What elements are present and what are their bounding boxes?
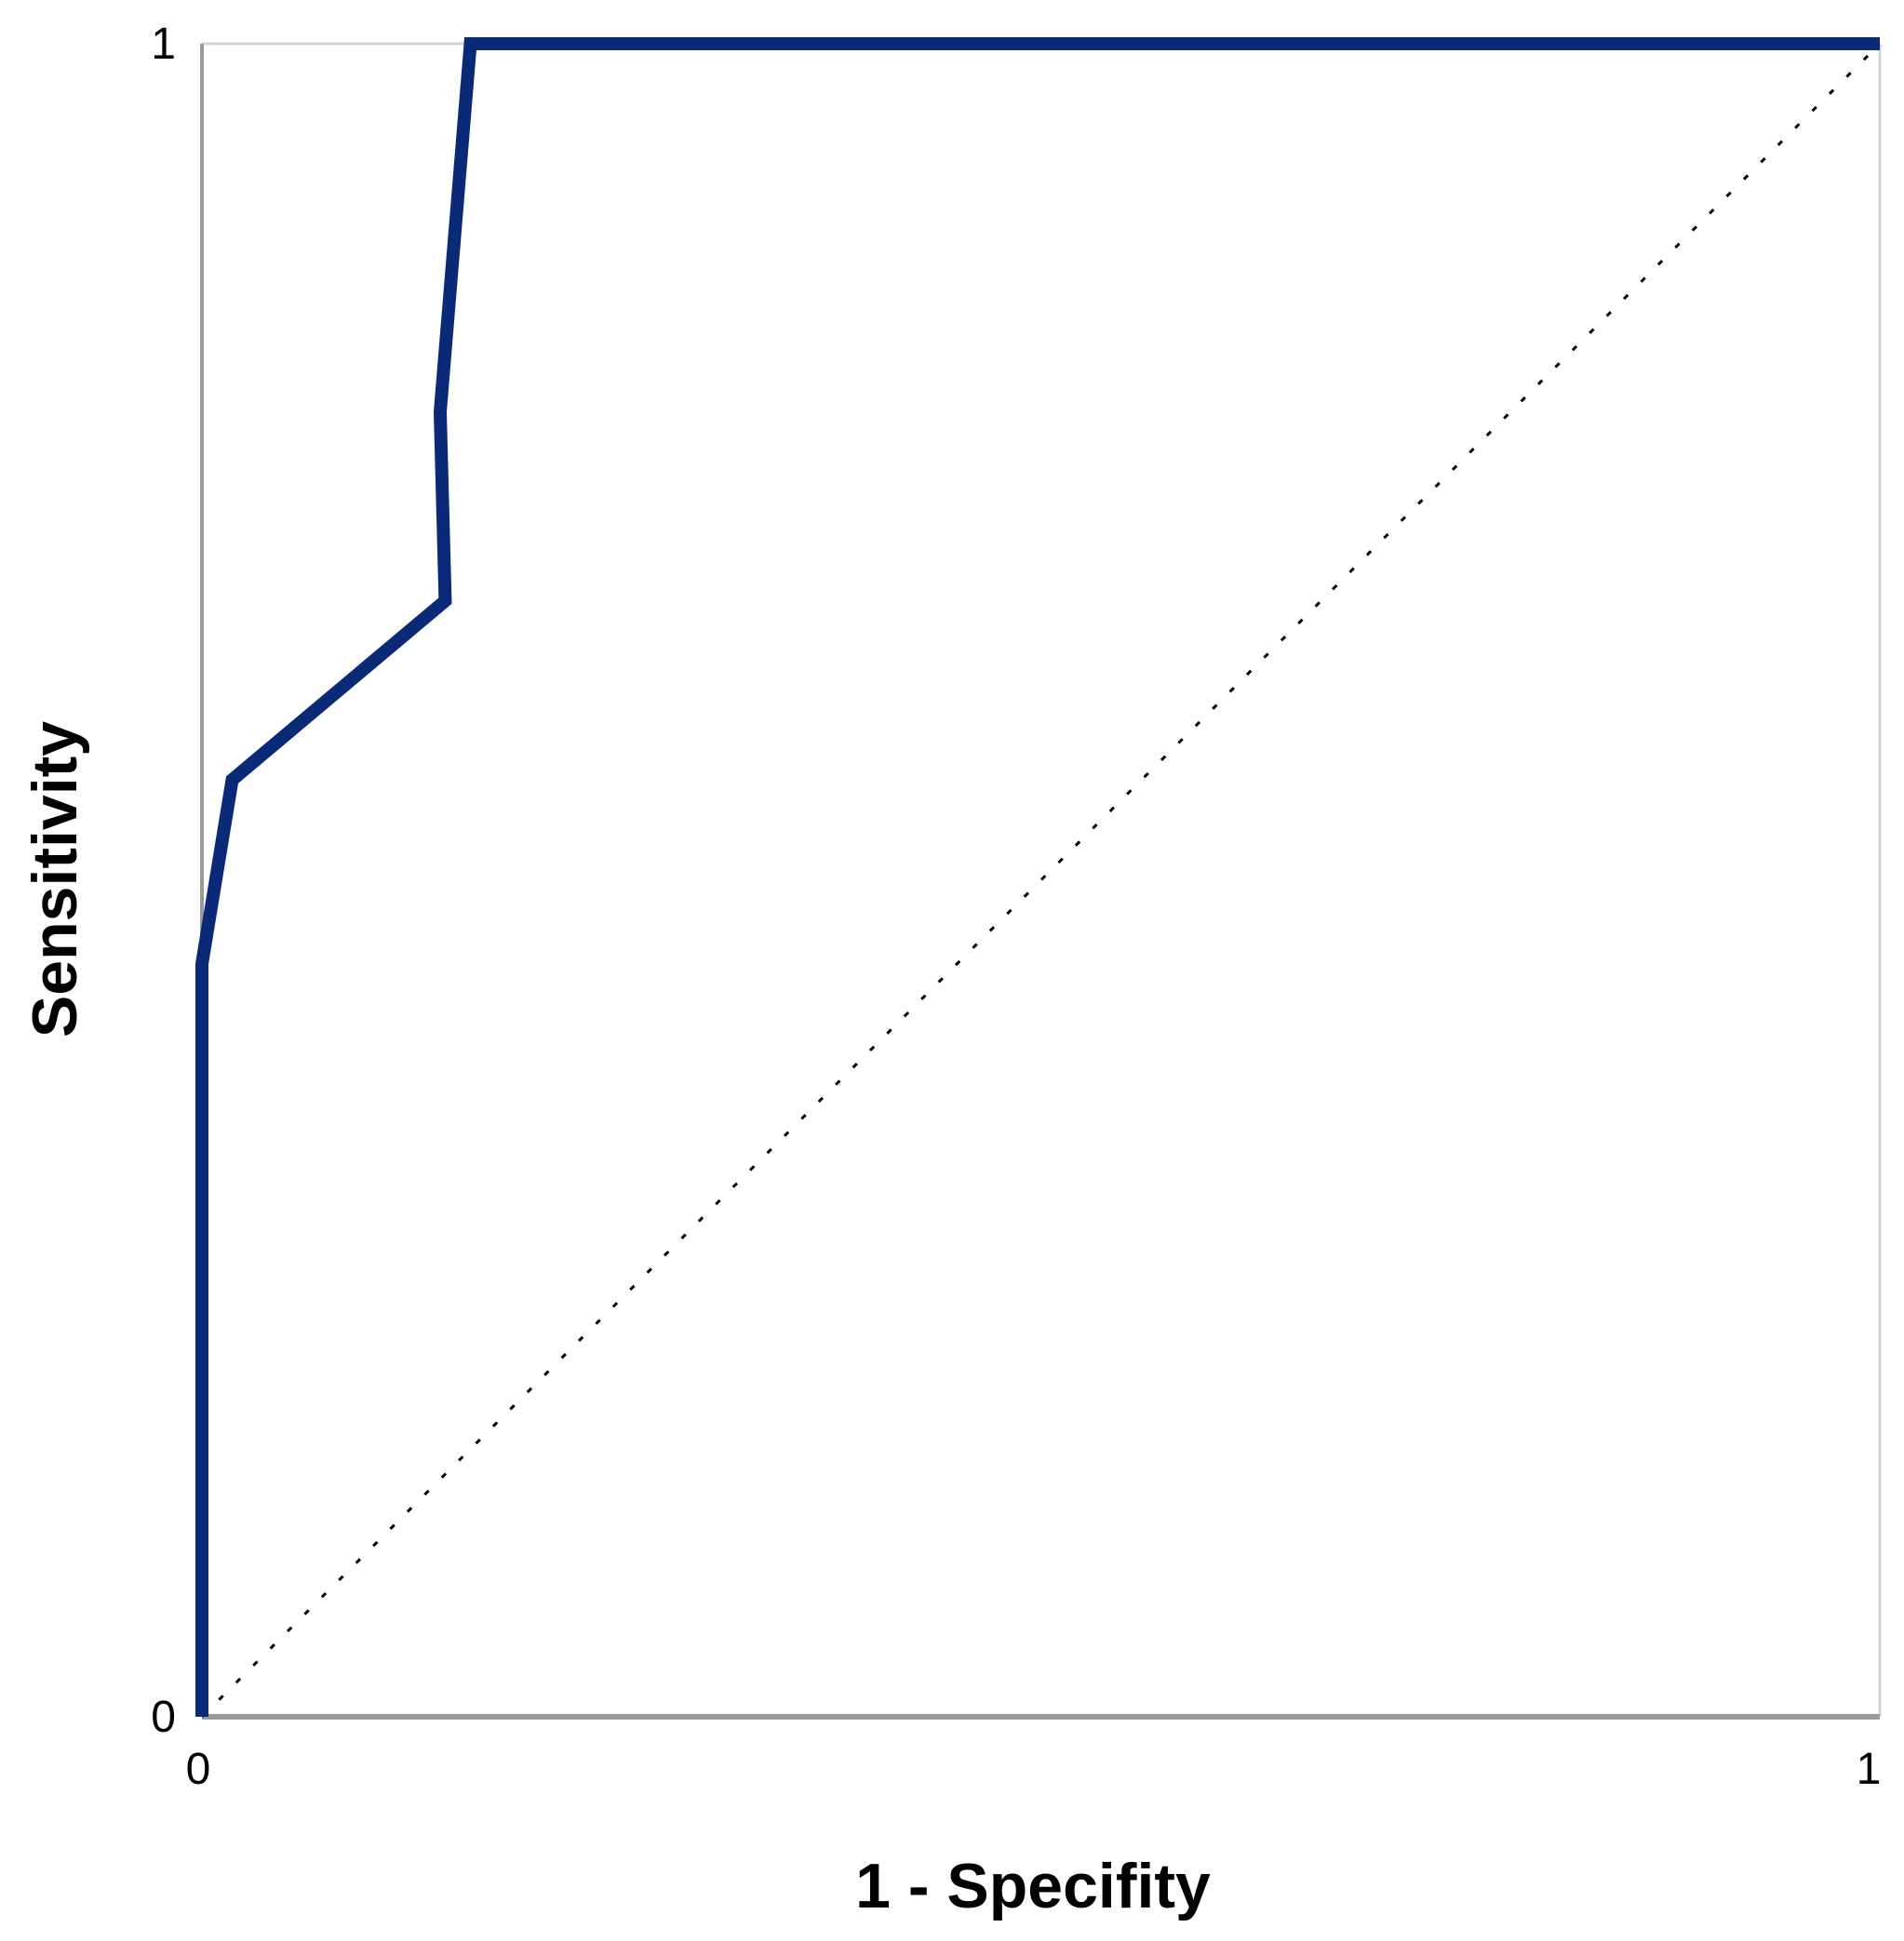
- tick-labels: 1 00 1: [151, 20, 1881, 1794]
- y-tick-label-top: 1: [151, 20, 176, 69]
- x-axis-title: 1 - Specifity: [855, 1851, 1211, 1921]
- y-axis-title: Sensitivity: [20, 721, 90, 1037]
- x-tick-label-right: 1: [1857, 1745, 1882, 1794]
- roc-curve-line: [195, 37, 1880, 1717]
- y-tick-label-bottom: 0: [151, 1693, 176, 1742]
- x-tick-label-left: 0: [186, 1745, 211, 1794]
- series-layer: [195, 37, 1882, 1719]
